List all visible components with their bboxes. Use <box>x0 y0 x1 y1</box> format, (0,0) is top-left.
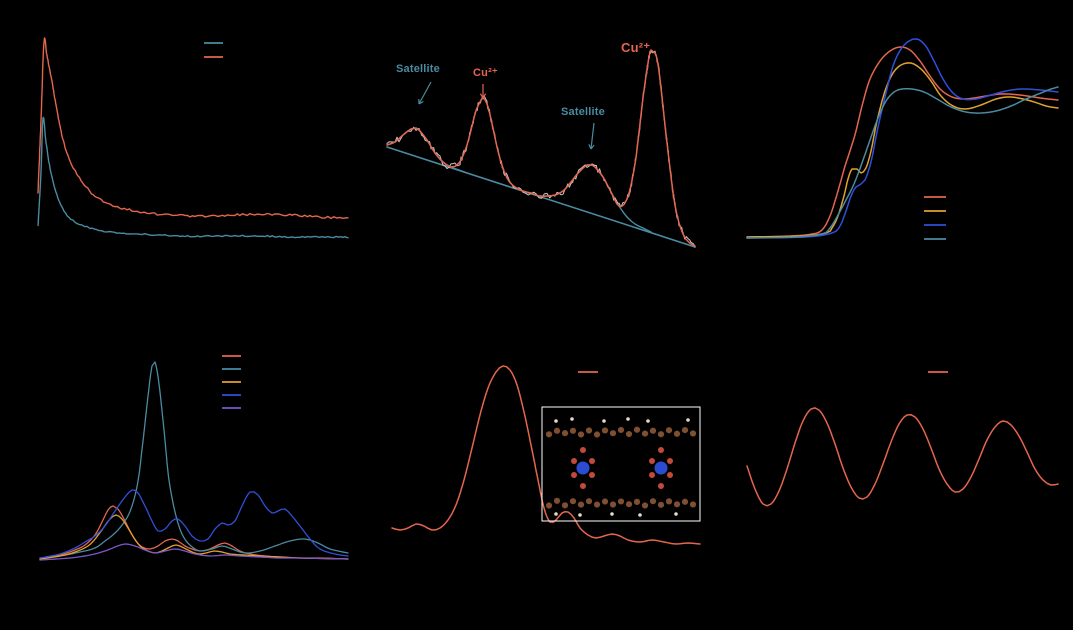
inset-carbon-atom <box>673 430 681 437</box>
inset-carbon-atom <box>569 498 577 505</box>
panel-d-ft-exafs <box>39 355 349 561</box>
xps-label-cu2plus-2: Cu²⁺ <box>621 40 651 55</box>
series-satellite-component-2 <box>538 164 652 233</box>
inset-carbon-atom <box>633 498 641 505</box>
inset-carbon-atom <box>649 498 657 505</box>
inset-o-atom <box>571 472 577 478</box>
inset-carbon-atom <box>665 498 673 505</box>
series-fit-envelope <box>386 49 696 247</box>
panel-b-xps <box>386 49 696 248</box>
inset-o-atom <box>658 483 664 489</box>
inset-carbon-atom <box>625 501 633 508</box>
inset-h-atom <box>602 419 606 423</box>
inset-carbon-atom <box>577 431 585 438</box>
inset-carbon-atom <box>545 431 553 438</box>
inset-carbon-atom <box>681 498 689 505</box>
annotation-arrow <box>418 81 432 105</box>
series-coral-edge <box>746 46 1059 238</box>
inset-carbon-atom <box>657 501 665 508</box>
inset-carbon-atom <box>585 427 593 434</box>
series-blue-edge <box>746 38 1059 239</box>
inset-carbon-atom <box>689 430 697 437</box>
inset-carbon-atom <box>609 501 617 508</box>
series-coral-decay <box>37 37 349 220</box>
series-teal-ft <box>39 361 349 559</box>
inset-carbon-atom <box>577 501 585 508</box>
inset-carbon-atom <box>545 502 553 509</box>
series-background-line <box>386 146 696 248</box>
panel-e-ft-fit <box>391 365 701 545</box>
inset-carbon-atom <box>625 430 633 438</box>
series-teal-decay <box>37 116 349 239</box>
inset-carbon-atom <box>665 427 673 434</box>
series-coral-ft-peak <box>391 365 701 545</box>
inset-o-atom <box>580 483 586 489</box>
panel-a-decay <box>37 37 349 239</box>
inset-carbon-atom <box>609 430 617 437</box>
annotation-arrowhead <box>418 98 424 105</box>
inset-o-atom <box>571 458 577 464</box>
inset-carbon-atom <box>641 502 649 509</box>
series-teal-edge <box>746 86 1059 239</box>
inset-h-atom <box>578 513 582 517</box>
inset-carbon-atom <box>593 501 601 508</box>
inset-h-atom <box>686 418 690 422</box>
inset-carbon-atom <box>681 426 689 434</box>
inset-carbon-atom <box>561 502 569 509</box>
inset-h-atom <box>554 419 558 423</box>
annotation-arrowhead <box>479 93 487 99</box>
inset-carbon-atom <box>561 430 569 437</box>
inset-carbon-atom <box>593 431 601 438</box>
inset-o-atom <box>589 472 595 478</box>
series-purple-ft <box>39 543 349 561</box>
inset-o-atom <box>580 447 586 453</box>
inset-carbon-atom <box>553 427 561 434</box>
inset-h-atom <box>554 512 558 516</box>
inset-o-atom <box>658 447 664 453</box>
inset-o-atom <box>649 458 655 464</box>
xps-label-satellite-2: Satellite <box>561 106 605 118</box>
inset-o-atom <box>649 472 655 478</box>
inset-carbon-atom <box>585 498 593 505</box>
inset-h-atom <box>638 513 642 517</box>
inset-h-atom <box>570 417 574 421</box>
inset-cu-atom <box>576 461 590 475</box>
inset-h-atom <box>626 417 630 421</box>
xps-label-cu2plus-1: Cu²⁺ <box>473 67 498 79</box>
inset-frame <box>541 406 701 522</box>
inset-cu-atom <box>654 461 668 475</box>
inset-carbon-atom <box>633 426 641 433</box>
inset-carbon-atom <box>649 427 657 434</box>
xps-label-satellite-1: Satellite <box>396 63 440 75</box>
inset-carbon-atom <box>673 501 681 508</box>
inset-carbon-atom <box>569 427 577 434</box>
inset-o-atom <box>589 458 595 464</box>
series-coral-oscillation <box>746 407 1059 507</box>
inset-h-atom <box>610 512 614 516</box>
annotation-arrow <box>590 122 595 150</box>
inset-carbon-atom <box>601 427 609 434</box>
annotation-arrowhead <box>588 144 595 150</box>
inset-carbon-atom <box>657 431 665 438</box>
inset-h-atom <box>674 512 678 516</box>
series-blue-ft <box>39 489 349 559</box>
inset-carbon-atom <box>617 426 625 434</box>
inset-carbon-atom <box>553 497 561 504</box>
panel-f-exafs-oscillation <box>746 371 1059 507</box>
inset-carbon-atom <box>601 498 609 505</box>
inset-h-atom <box>646 419 650 423</box>
inset-o-atom <box>667 458 673 464</box>
inset-carbon-atom <box>689 501 697 508</box>
panel-c-xanes <box>746 38 1059 240</box>
inset-carbon-atom <box>641 430 649 437</box>
inset-o-atom <box>667 472 673 478</box>
inset-carbon-atom <box>617 498 625 505</box>
